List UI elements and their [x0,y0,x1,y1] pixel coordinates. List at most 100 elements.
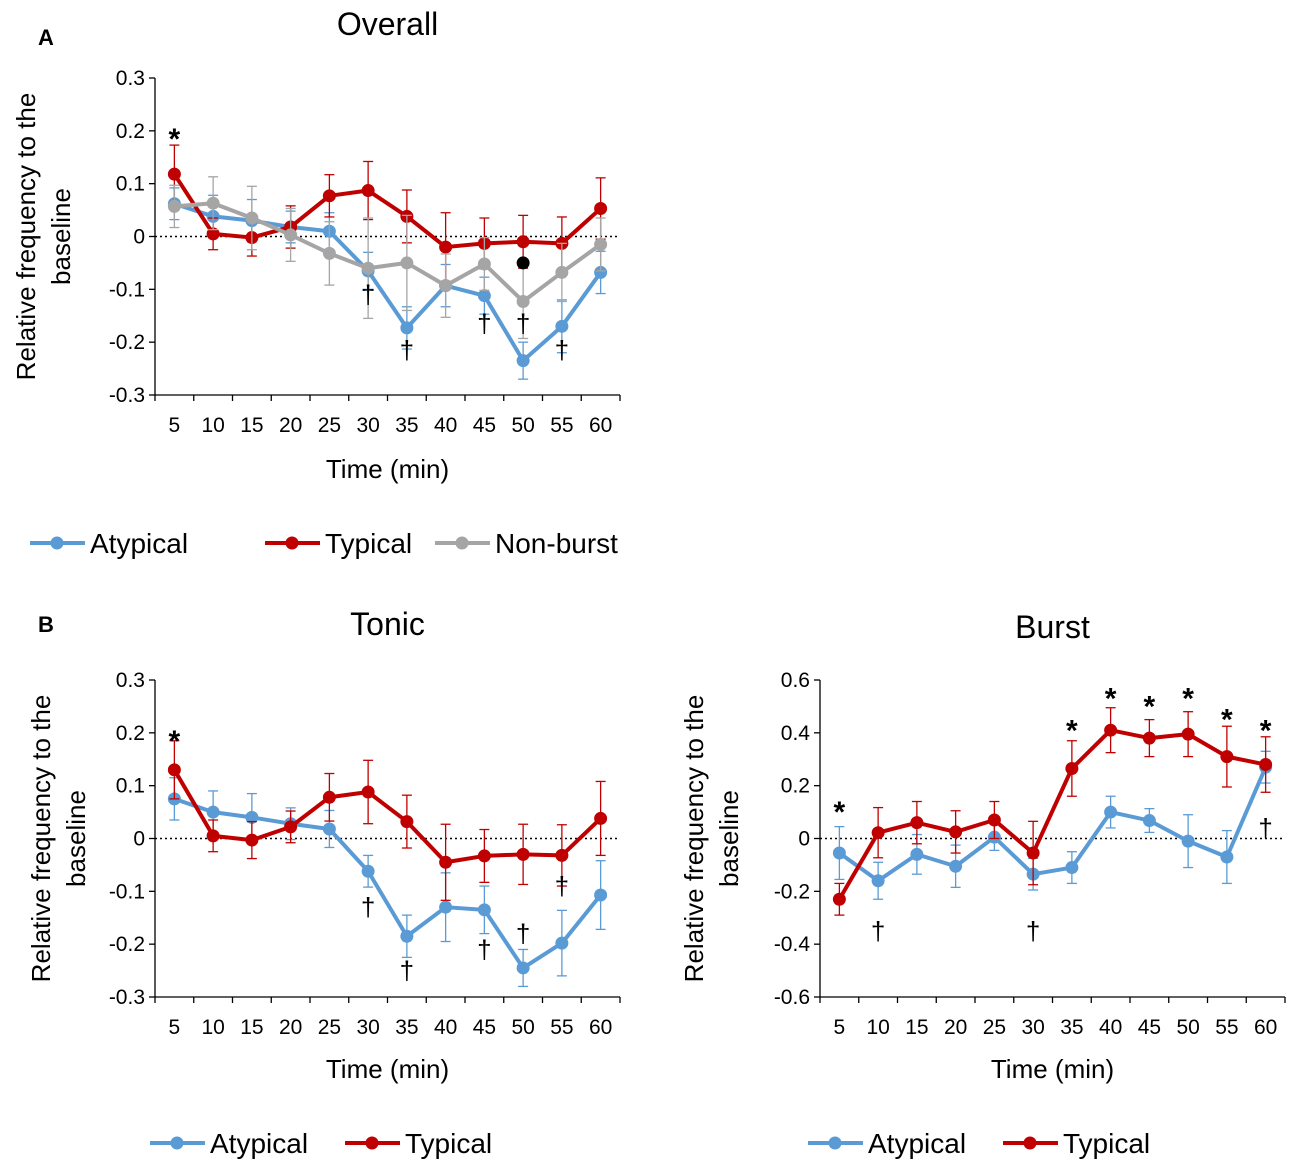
x-tick-label: 25 [318,1016,341,1039]
data-point [949,825,963,839]
data-point [516,235,530,249]
data-point [1142,731,1156,745]
legend-marker [1023,1136,1037,1150]
data-point [910,847,924,861]
y-tick-label: 0.2 [116,722,145,745]
data-point [361,785,375,799]
x-axis-title: Time (min) [326,454,449,484]
legend-marker [285,536,299,550]
legend-marker [365,1136,379,1150]
annotation-dagger: † [516,309,530,339]
y-axis-title-line2: baseline [61,790,91,887]
series-atypical [832,750,1273,900]
data-point [439,900,453,914]
chart-tonic: Tonic 0.3 0.2 0.1 0 -0.1 -0.2 -0.3 5 10 15 20 25 30 35… [26,606,621,1159]
data-point [594,811,608,825]
x-tick-label: 45 [1138,1016,1161,1039]
data-point [1181,727,1195,741]
x-tick-label: 30 [1021,1016,1044,1039]
x-axis-title: Time (min) [991,1054,1114,1084]
x-tick-label: 60 [589,1016,612,1039]
y-tick-label: 0.4 [781,722,811,745]
legend-marker [455,536,469,550]
x-tick-label: 55 [550,414,573,437]
data-point [284,228,298,242]
chart-overall: Overall 0.3 0.2 0.1 0 -0.1 -0.2 -0.3 5 10 15 20 25 30… [11,6,621,559]
data-point [516,961,530,975]
data-point [400,815,414,829]
x-tick-label: 35 [1060,1016,1083,1039]
annotation-dagger: † [871,916,885,946]
annotation-dagger: † [1026,916,1040,946]
y-tick-label: 0.1 [116,775,145,798]
y-tick-label: -0.6 [774,986,810,1009]
data-point [555,265,569,279]
y-tick-label: -0.2 [109,331,145,354]
x-tick-label: 50 [1176,1016,1199,1039]
y-tick-label: 0 [133,226,145,249]
data-point [400,321,414,335]
x-tick-label: 5 [834,1016,846,1039]
y-tick-label: 0.6 [781,669,810,692]
annotation-dagger: † [361,892,375,922]
annotation-dagger: † [477,934,491,964]
y-tick-label: -0.4 [774,933,811,956]
x-tick-label: 35 [395,1016,418,1039]
series-typical [167,740,608,901]
x-tick-label: 20 [944,1016,967,1039]
data-point [949,859,963,873]
data-point [871,826,885,840]
x-tick-label: 20 [279,414,302,437]
x-tick-label: 60 [589,414,612,437]
annotation-dagger: † [400,335,414,365]
x-tick-label: 35 [395,414,418,437]
data-point [1259,758,1273,772]
annotation-asterisk: * [1066,714,1078,747]
data-point [1220,850,1234,864]
legend-entry-atypical: Atypical [30,528,188,559]
x-tick-label: 55 [550,1016,573,1039]
x-tick-label: 60 [1254,1016,1277,1039]
legend-label: Typical [1063,1128,1150,1159]
y-axis-title-line1: Relative frequency to the [679,695,709,983]
x-tick-label: 40 [1099,1016,1122,1039]
x-tick-label: 45 [473,1016,496,1039]
annotation-dagger: † [477,309,491,339]
data-point [594,265,608,279]
annotation-asterisk: * [1260,714,1272,747]
y-axis-title-line2: baseline [46,188,76,285]
data-point [1104,723,1118,737]
x-tick-label: 10 [201,1016,224,1039]
legend-label: Typical [325,528,412,559]
data-point [167,199,181,213]
x-tick-label: 15 [240,414,263,437]
data-point [516,847,530,861]
y-axis-title-line2: baseline [714,790,744,887]
series-line [838,766,1268,883]
series-atypical [167,187,608,380]
y-tick-label: 0.2 [116,120,145,143]
panel-b-label: B [38,612,54,637]
y-tick-label: 0 [133,828,145,851]
data-point [1181,834,1195,848]
data-point [439,855,453,869]
series-typical [832,707,1273,916]
x-tick-label: 55 [1215,1016,1238,1039]
x-tick-label: 25 [318,414,341,437]
annotation-asterisk: * [169,725,181,758]
data-point [167,167,181,181]
y-tick-label: 0.3 [116,67,145,90]
x-tick-label: 25 [983,1016,1006,1039]
legend-marker [50,536,64,550]
annotation-dot [516,256,530,270]
legend-marker [170,1136,184,1150]
x-tick-label: 10 [866,1016,889,1039]
data-point [594,237,608,251]
y-tick-label: 0.3 [116,669,145,692]
data-point [871,874,885,888]
data-point [1104,805,1118,819]
data-point [322,246,336,260]
data-point [322,189,336,203]
annotation-asterisk: * [1221,704,1233,737]
